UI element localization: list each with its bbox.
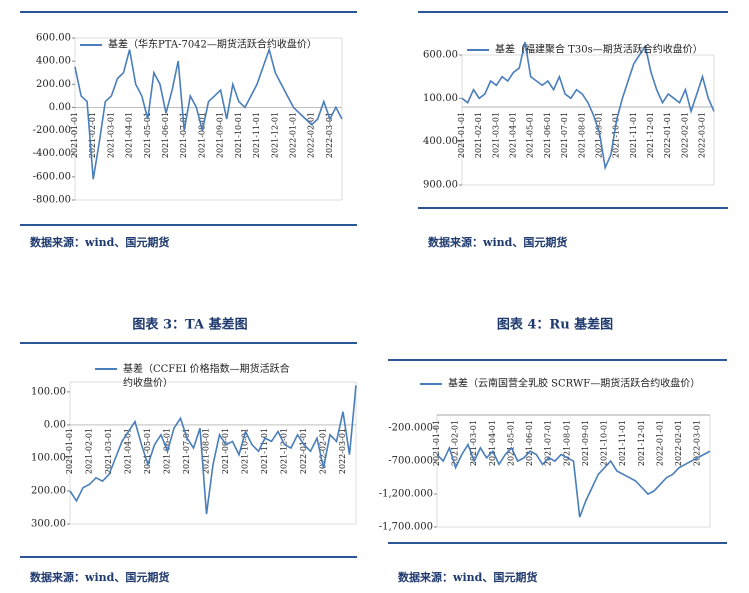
x-tick-label: 2021-10-01 (612, 112, 621, 158)
series-line (69, 385, 357, 515)
x-tick-label: 2021-07-01 (179, 112, 188, 158)
source-note: 数据来源：wind、国元期货 (30, 235, 169, 249)
x-tick-label: 2021-05-01 (506, 420, 515, 466)
y-tick-label: -400.00 (33, 148, 71, 159)
x-tick-label: 2021-12-01 (270, 112, 279, 158)
x-tick-label: 2021-05-01 (143, 112, 152, 158)
y-tick-label: 600.00 (36, 33, 71, 44)
x-tick-label: 2021-06-01 (543, 112, 552, 158)
x-tick-label: 2021-08-01 (562, 420, 571, 466)
x-tick-label: 2022-01-01 (655, 420, 664, 466)
legend-label: 基差（华东PTA-7042—期货活跃合约收盘价） (108, 38, 317, 51)
y-tick-label: -800.00 (33, 195, 71, 206)
y-tick-label: 100.00 (31, 452, 66, 463)
x-tick-label: 2021-04-01 (509, 112, 518, 158)
x-tick-label: 2022-01-01 (288, 112, 297, 158)
series-line (436, 442, 711, 518)
y-tick-label: 300.00 (31, 519, 66, 530)
x-tick-label: 2022-03-01 (325, 112, 334, 158)
x-tick-label: 2021-09-01 (581, 420, 590, 466)
x-tick-label: 2021-07-01 (544, 420, 553, 466)
y-tick-label: 400.00 (36, 56, 71, 67)
y-tick-label: 900.00 (423, 180, 458, 191)
y-tick-label: 0.00 (49, 102, 71, 113)
x-tick-label: 2021-06-01 (161, 112, 170, 158)
source-note: 数据来源：wind、国元期货 (428, 235, 567, 249)
x-tick-label: 2021-03-01 (491, 112, 500, 158)
x-tick-label: 2022-01-01 (299, 428, 308, 474)
x-tick-label: 2021-04-01 (488, 420, 497, 466)
x-tick-label: 2021-11-01 (252, 112, 261, 158)
x-tick-label: 2021-12-01 (280, 428, 289, 474)
y-tick-label: 100.00 (423, 93, 458, 104)
y-tick-label: 200.00 (31, 485, 66, 496)
x-tick-label: 2021-12-01 (646, 112, 655, 158)
source-note: 数据来源：wind、国元期货 (398, 570, 537, 584)
y-tick-label: 200.00 (36, 79, 71, 90)
x-tick-label: 2021-01-01 (432, 420, 441, 466)
x-tick-label: 2022-03-01 (698, 112, 707, 158)
legend-line: 约收盘价） (123, 376, 173, 389)
x-tick-label: 2021-07-01 (182, 428, 191, 474)
x-tick-label: 2021-03-01 (106, 112, 115, 158)
x-tick-label: 2021-08-01 (202, 428, 211, 474)
x-tick-label: 2022-02-01 (680, 112, 689, 158)
x-tick-label: 2021-11-01 (260, 428, 269, 474)
plot-area (69, 381, 357, 525)
figure-title: 图表 3：TA 基差图 (132, 317, 247, 333)
legend-label: 基差（CCFEI 价格指数—期货活跃合约收盘价） (123, 362, 290, 389)
series-line (461, 41, 715, 171)
x-tick-label: 2021-07-01 (560, 112, 569, 158)
x-tick-label: 2021-04-01 (125, 112, 134, 158)
x-tick-label: 2021-03-01 (104, 428, 113, 474)
x-tick-label: 2021-02-01 (451, 420, 460, 466)
x-tick-label: 2022-01-01 (663, 112, 672, 158)
y-tick-label: -600.00 (33, 171, 71, 182)
y-tick-label: -1,700.000 (379, 522, 433, 533)
x-tick-label: 2022-03-01 (693, 420, 702, 466)
x-tick-label: 2021-11-01 (629, 112, 638, 158)
x-tick-label: 2021-09-01 (216, 112, 225, 158)
legend-line: 基差（CCFEI 价格指数—期货活跃合 (123, 362, 290, 375)
y-tick-label: -200.000 (388, 423, 433, 434)
x-tick-label: 2021-10-01 (241, 428, 250, 474)
x-tick-label: 2021-01-01 (457, 112, 466, 158)
x-tick-label: 2021-08-01 (197, 112, 206, 158)
x-tick-label: 2021-03-01 (469, 420, 478, 466)
x-tick-label: 2021-11-01 (618, 420, 627, 466)
x-tick-label: 2021-10-01 (600, 420, 609, 466)
x-tick-label: 2021-05-01 (143, 428, 152, 474)
x-tick-label: 2021-02-01 (474, 112, 483, 158)
y-tick-label: 0.00 (44, 419, 66, 430)
x-tick-label: 2021-08-01 (577, 112, 586, 158)
y-tick-label: -1,200.000 (379, 489, 433, 500)
x-tick-label: 2022-02-01 (319, 428, 328, 474)
y-tick-label: -700.000 (388, 456, 433, 467)
series-line (74, 46, 343, 180)
y-tick-label: 400.00 (423, 136, 458, 147)
y-tick-label: -200.00 (33, 125, 71, 136)
x-tick-label: 2021-01-01 (70, 112, 79, 158)
y-tick-label: 600.00 (423, 50, 458, 61)
x-tick-label: 2021-12-01 (637, 420, 646, 466)
x-tick-label: 2021-04-01 (124, 428, 133, 474)
x-tick-label: 2021-09-01 (221, 428, 230, 474)
legend-label: 基差（福建聚合 T30s—期货活跃合约收盘价） (495, 43, 703, 56)
plot-area (461, 54, 715, 186)
x-tick-label: 2021-05-01 (526, 112, 535, 158)
source-note: 数据来源：wind、国元期货 (30, 570, 169, 584)
x-tick-label: 2021-09-01 (594, 112, 603, 158)
x-tick-label: 2022-02-01 (674, 420, 683, 466)
x-tick-label: 2021-02-01 (85, 428, 94, 474)
x-tick-label: 2021-01-01 (65, 428, 74, 474)
x-tick-label: 2021-10-01 (234, 112, 243, 158)
x-tick-label: 2021-06-01 (525, 420, 534, 466)
x-tick-label: 2022-02-01 (307, 112, 316, 158)
x-tick-label: 2021-02-01 (88, 112, 97, 158)
figure-title: 图表 4：Ru 基差图 (497, 317, 613, 333)
x-tick-label: 2022-03-01 (338, 428, 347, 474)
legend-label: 基差（云南国营全乳胶 SCRWF—期货活跃合约收盘价） (448, 377, 700, 390)
y-tick-label: 100.00 (31, 386, 66, 397)
